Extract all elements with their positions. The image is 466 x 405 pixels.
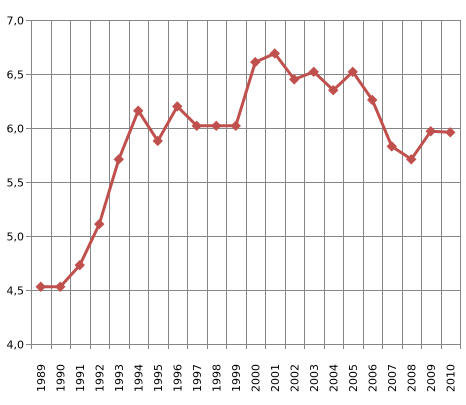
x-tick-label: 1993 [113, 364, 126, 392]
data-point-marker [55, 281, 66, 292]
axes [26, 20, 461, 349]
data-point-marker [250, 56, 261, 68]
data-point-marker [74, 259, 85, 271]
data-point-marker [113, 154, 124, 165]
x-tick-label: 2008 [405, 364, 418, 392]
data-point-marker [425, 126, 436, 137]
y-axis-tick-labels: 4,0 4,5 5,0 5,5 6,0 6,5 7,0 [7, 15, 25, 352]
x-tick-label: 2003 [308, 364, 321, 392]
x-tick-label: 2004 [327, 364, 340, 392]
x-tick-label: 1998 [210, 364, 223, 392]
data-point-marker [289, 74, 300, 85]
data-point-marker [172, 101, 183, 112]
data-point-marker [269, 48, 280, 59]
x-tick-label: 1991 [74, 364, 87, 392]
x-tick-label: 1989 [35, 364, 48, 392]
x-tick-label: 1992 [93, 364, 106, 392]
data-point-marker [445, 127, 456, 138]
data-point-marker [406, 154, 417, 165]
x-tick-label: 2010 [444, 364, 457, 392]
y-tick-label: 4,0 [7, 339, 25, 352]
x-tick-label: 1999 [230, 364, 243, 392]
x-tick-label: 2000 [249, 364, 262, 392]
data-point-marker [386, 141, 397, 152]
gridlines [31, 20, 461, 344]
data-point-marker [230, 120, 241, 132]
data-point-marker [367, 94, 378, 106]
x-tick-label: 2006 [366, 364, 379, 392]
data-point-marker [35, 281, 46, 292]
y-tick-label: 6,5 [7, 69, 25, 82]
y-tick-label: 6,0 [7, 123, 25, 136]
data-series [35, 48, 456, 292]
y-tick-label: 7,0 [7, 15, 25, 28]
data-point-marker [94, 218, 105, 230]
x-tick-label: 1994 [132, 364, 145, 392]
x-tick-label: 1997 [191, 364, 204, 392]
x-tick-label: 2007 [386, 364, 399, 392]
data-point-marker [328, 84, 339, 96]
data-point-marker [308, 66, 319, 78]
x-axis-tick-labels: 1989 1990 1991 1992 1993 1994 1995 1996 1997 1998… [35, 364, 458, 392]
data-point-marker [347, 66, 358, 78]
x-tick-label: 2009 [425, 364, 438, 392]
data-point-marker [133, 105, 144, 116]
y-tick-label: 5,5 [7, 177, 25, 190]
x-tick-label: 2005 [347, 364, 360, 392]
data-point-marker [211, 120, 222, 132]
y-tick-label: 4,5 [7, 285, 25, 298]
series-line [40, 52, 451, 289]
x-tick-label: 1996 [171, 364, 184, 392]
data-point-marker [191, 120, 202, 132]
x-tick-label: 1990 [54, 364, 67, 392]
y-tick-label: 5,0 [7, 231, 25, 244]
data-point-marker [152, 135, 163, 147]
x-tick-label: 1995 [152, 364, 165, 392]
x-tick-label: 2001 [269, 364, 282, 392]
x-tick-label: 2002 [288, 364, 301, 392]
